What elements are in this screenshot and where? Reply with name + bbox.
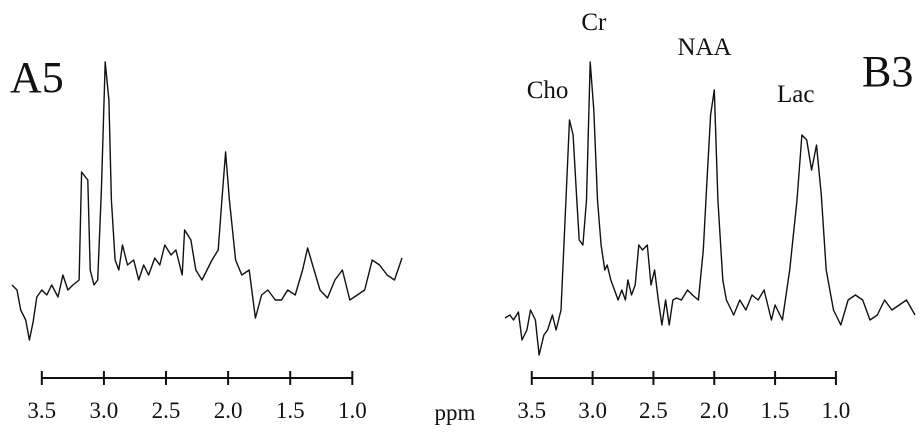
x-tick-label: 2.5: [639, 398, 668, 423]
spectrum-line: [11, 61, 403, 341]
peak-label: Cho: [527, 77, 569, 104]
x-tick-label: 3.0: [578, 398, 607, 423]
x-tick-label: 3.0: [90, 398, 119, 423]
x-axis-label: ppm: [435, 400, 476, 425]
x-tick-label: 1.5: [276, 398, 305, 423]
x-tick-label: 1.0: [338, 398, 367, 423]
panel-label: B3: [862, 47, 913, 96]
x-tick-label: 1.5: [761, 398, 790, 423]
peak-label: Lac: [777, 81, 814, 108]
x-tick-label: 2.5: [152, 398, 181, 423]
spectrum-line: [504, 61, 916, 356]
panel-label: A5: [10, 53, 64, 102]
x-tick-label: 3.5: [27, 398, 56, 423]
peak-label: Cr: [581, 9, 607, 36]
x-tick-label: 2.0: [214, 398, 243, 423]
x-tick-label: 1.0: [822, 398, 851, 423]
peak-label: NAA: [677, 34, 731, 61]
x-tick-label: 3.5: [517, 398, 546, 423]
x-tick-label: 2.0: [700, 398, 729, 423]
